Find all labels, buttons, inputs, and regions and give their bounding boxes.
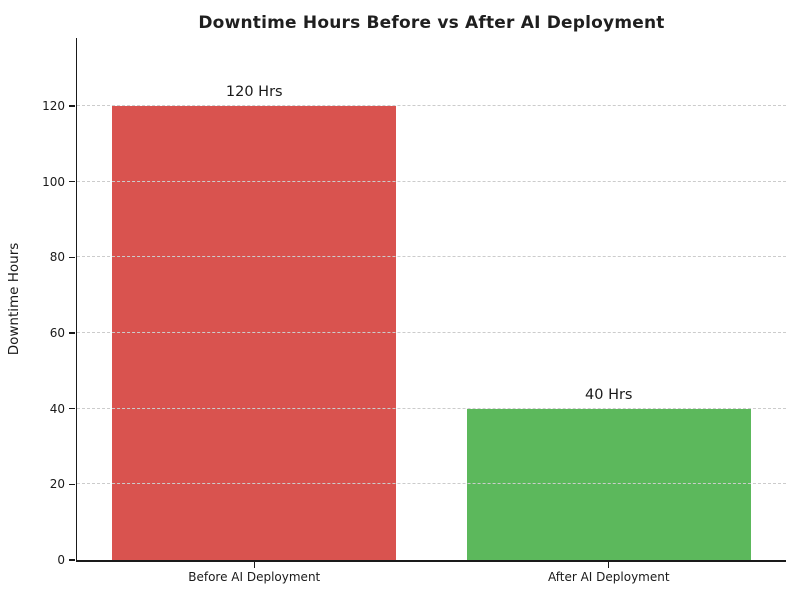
- y-tick-label: 120: [42, 99, 65, 114]
- gridline-y-40: [77, 407, 786, 409]
- y-axis-label: Downtime Hours: [6, 242, 22, 356]
- gridline-y-100: [77, 180, 786, 182]
- x-tick-mark: [253, 561, 255, 568]
- gridline-y-20: [77, 483, 786, 485]
- y-tick-label: 60: [49, 326, 65, 341]
- y-tick-label: 100: [42, 174, 65, 189]
- y-tick-mark: [69, 105, 75, 107]
- x-tick-label-after-ai-deployment: After AI Deployment: [547, 570, 670, 584]
- y-tick-label: 80: [49, 250, 65, 265]
- y-tick-mark: [69, 483, 75, 486]
- x-tick-label-before-ai-deployment: Before AI Deployment: [188, 570, 321, 584]
- bar-value-label: 120 Hrs: [225, 84, 283, 101]
- gridline-y-120: [77, 105, 786, 107]
- chart-title: Downtime Hours Before vs After AI Deploy…: [198, 13, 665, 33]
- y-tick-mark: [69, 181, 75, 183]
- plot-area: 120 Hrs 40 Hrs: [75, 38, 786, 562]
- gridline-y-80: [77, 256, 786, 258]
- y-tick-mark: [69, 407, 75, 410]
- y-tick-label: 20: [49, 477, 65, 492]
- y-tick-label: 0: [57, 553, 65, 567]
- y-tick-mark: [69, 559, 75, 561]
- x-tick-mark: [608, 561, 610, 568]
- y-tick-label: 40: [49, 401, 65, 416]
- gridline-y-60: [77, 332, 786, 334]
- y-tick-mark: [69, 332, 75, 334]
- x-axis-spine: [75, 560, 786, 562]
- y-axis-spine: [75, 38, 77, 560]
- y-tick-mark: [69, 256, 75, 259]
- bar-before-ai-deployment: [112, 106, 397, 560]
- bar-value-label: 40 Hrs: [585, 386, 633, 403]
